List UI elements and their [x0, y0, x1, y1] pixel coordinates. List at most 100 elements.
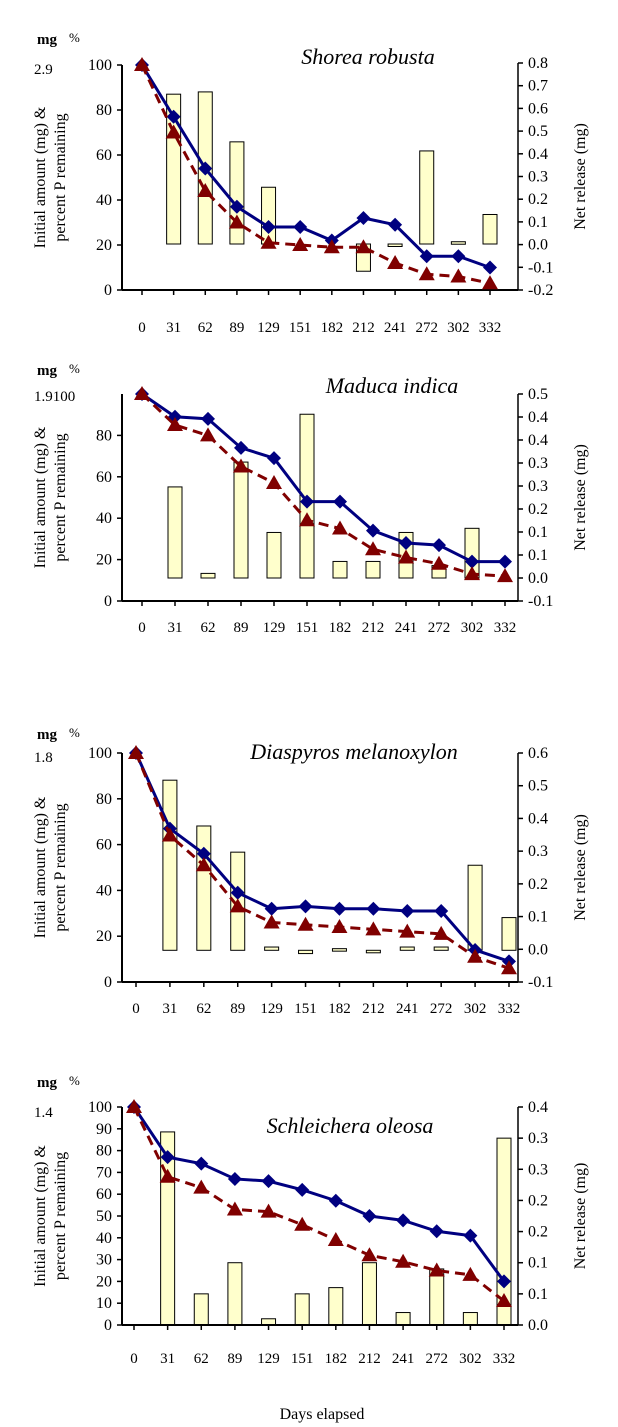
unit-label-percent: %: [69, 725, 80, 740]
right-tick-label: 0.0: [528, 1317, 548, 1334]
chart-panel-maduca-indica: 0 20 40 60 80 -0.1 0.0 0.1 0.1 0.2 0.3 0.3 0.4 0.4 0.5…: [32, 361, 589, 636]
triangle-marker: [365, 921, 382, 936]
diamond-marker: [300, 494, 314, 509]
diamond-marker: [328, 1193, 343, 1208]
right-tick-label: 0.0: [528, 237, 548, 254]
left-tick-label: 30: [96, 1252, 112, 1269]
right-tick-label: 0.2: [528, 501, 548, 518]
diamond-marker: [196, 846, 211, 861]
net-release-bar: [196, 825, 212, 951]
right-tick-label: 0.0: [528, 570, 548, 587]
right-tick-label: 0.2: [528, 191, 548, 208]
x-tick-label: 302: [461, 620, 484, 636]
x-tick-label: 332: [493, 1351, 516, 1367]
triangle-marker: [200, 427, 216, 442]
chart-title: Diaspyros melanoxylon: [249, 739, 458, 764]
diamond-marker: [234, 440, 248, 455]
diamond-marker: [465, 554, 479, 569]
triangle-marker: [464, 566, 480, 581]
unit-label-mg: mg: [37, 727, 57, 743]
unit-label-percent: %: [69, 361, 80, 376]
x-tick-label: 302: [447, 320, 470, 336]
triangle-marker: [467, 948, 484, 963]
triangle-marker: [365, 541, 381, 556]
triangle-marker: [418, 266, 435, 281]
x-tick-label: 129: [260, 1001, 283, 1017]
x-tick-label: 129: [263, 620, 286, 636]
chart-panel-diaspyros-melanoxylon: 0 20 40 60 80 100 -0.1 0.0 0.1 0.2 0.3 0.4 0.5 0.6 0 31…: [32, 725, 589, 1017]
right-tick-label: -0.1: [528, 974, 553, 991]
right-tick-label: 0.1: [528, 1286, 548, 1303]
triangle-marker: [260, 234, 277, 249]
x-tick-label: 129: [257, 320, 280, 336]
triangle-marker: [323, 239, 340, 254]
diamond-marker: [419, 249, 434, 264]
net-release-bar: [193, 1293, 209, 1326]
right-axis-title-text: Net release (mg): [572, 1163, 589, 1270]
unit-label-percent: %: [69, 1073, 80, 1088]
x-tick-label: 212: [362, 1001, 385, 1017]
net-release-bar: [419, 150, 435, 245]
triangle-marker: [134, 386, 150, 400]
x-tick-label: 241: [395, 620, 418, 636]
triangle-marker: [482, 275, 498, 290]
triangle-marker: [233, 458, 249, 473]
left-tick-label: 10: [96, 1295, 112, 1312]
net-release-bar: [331, 948, 347, 952]
left-axis-title: Initial amount (mg) & percent P remaining: [32, 796, 69, 938]
left-tick-label: 60: [96, 469, 112, 486]
right-tick-label: 0.1: [528, 1255, 548, 1272]
right-tick-label: 0.2: [528, 1224, 548, 1241]
net-release-bar: [162, 779, 178, 951]
diamond-marker: [432, 538, 446, 553]
x-tick-label: 241: [384, 320, 407, 336]
x-tick-label: 62: [198, 320, 213, 336]
triangle-marker: [195, 857, 212, 872]
triangle-marker: [161, 827, 178, 842]
left-axis-title: Initial amount (mg) & percent P remaining: [32, 106, 69, 248]
x-tick-label: 0: [130, 1351, 138, 1367]
right-tick-label: 0.4: [528, 432, 548, 449]
x-tick-label: 332: [479, 320, 502, 336]
triangle-marker: [433, 925, 450, 940]
triangle-marker: [159, 1168, 176, 1183]
net-release-bar: [433, 946, 449, 951]
x-tick-label: 31: [162, 1001, 177, 1017]
net-release-bar: [482, 213, 498, 245]
right-axis-title-text: Net release (mg): [572, 814, 589, 921]
x-tick-label: 89: [234, 620, 249, 636]
diamond-marker: [463, 1228, 478, 1243]
left-axis-title-line2: percent P remaining: [52, 433, 69, 561]
x-tick-label: 332: [498, 1001, 521, 1017]
left-tick-label: 100: [88, 745, 112, 762]
triangle-marker: [294, 1216, 311, 1231]
x-tick-label: 302: [459, 1351, 482, 1367]
net-release-bar: [429, 1268, 445, 1326]
net-release-bar: [332, 560, 348, 579]
left-tick-label: 20: [96, 237, 112, 254]
triangle-marker: [167, 417, 183, 432]
net-release-bar: [462, 1312, 478, 1326]
right-axis-title-text: Net release (mg): [572, 123, 589, 230]
net-release-bar: [227, 1262, 243, 1326]
diamond-marker: [399, 536, 413, 551]
x-tick-label: 89: [230, 1001, 245, 1017]
x-tick-label: 212: [362, 620, 385, 636]
diamond-marker: [451, 249, 466, 264]
x-tick-label: 0: [138, 320, 146, 336]
x-tick-label: 241: [392, 1351, 415, 1367]
net-release-bar: [501, 917, 517, 951]
left-tick-label: 20: [96, 1273, 112, 1290]
net-release-bar: [167, 486, 183, 579]
triangle-marker: [398, 549, 414, 564]
left-tick-label: 20: [96, 928, 112, 945]
left-axis-title-line2: percent P remaining: [52, 113, 69, 241]
x-tick-label: 31: [168, 620, 183, 636]
diamond-marker: [356, 211, 371, 225]
x-axis-title: Days elapsed: [280, 1406, 365, 1423]
left-axis-title-line2: percent P remaining: [52, 803, 69, 931]
x-tick-label: 182: [321, 320, 344, 336]
x-tick-label: 62: [201, 620, 216, 636]
right-tick-label: 0.4: [528, 146, 548, 163]
